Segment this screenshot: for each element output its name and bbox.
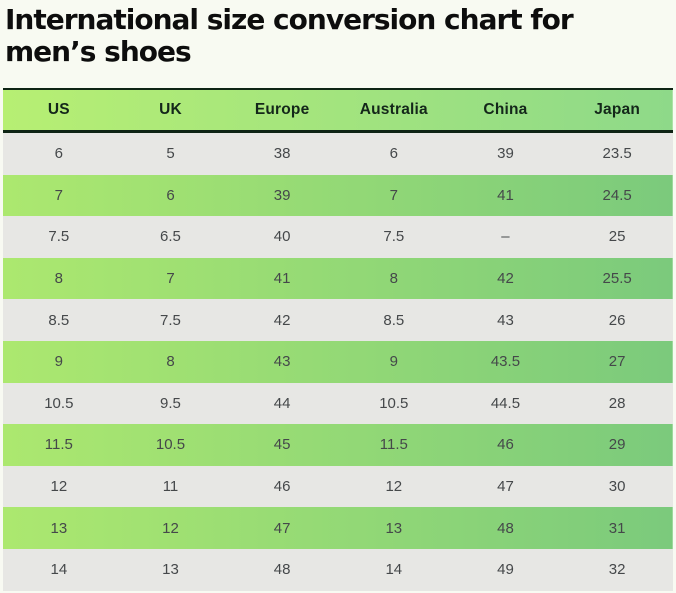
- table-cell: 7: [54, 186, 63, 204]
- page-title: International size conversion chart for …: [5, 4, 676, 68]
- table-cell: 42: [497, 270, 514, 288]
- table-cell: 38: [273, 145, 291, 163]
- table-cell: 26: [608, 311, 626, 329]
- table-cell: 31: [608, 519, 626, 537]
- table-cell: 12: [50, 478, 68, 496]
- table-cell: 43.5: [490, 353, 521, 371]
- table-cell: 6: [54, 145, 63, 163]
- table-cell: 48: [497, 519, 514, 537]
- table-row: 8.5 7.5 42 8.5 43 26: [3, 299, 673, 341]
- table-cell: 7.5: [383, 228, 405, 246]
- table-cell: 7.5: [160, 311, 181, 329]
- page-title-line1: International size conversion chart for: [5, 3, 574, 36]
- table-header: US UK Europe Australia China Japan: [3, 88, 673, 133]
- table-cell: 42: [273, 311, 291, 329]
- table-cell: 11.5: [44, 436, 73, 454]
- table-cell: 8: [54, 270, 63, 288]
- table-row: 8 7 41 8 42 25.5: [3, 257, 673, 300]
- table-cell: 8: [166, 353, 175, 371]
- table-cell: 49: [497, 561, 514, 579]
- table-cell: 12: [385, 478, 403, 496]
- table-cell: 7: [389, 186, 398, 204]
- table-row: 14 13 48 14 49 32: [3, 548, 673, 591]
- table-row: 12 11 46 12 47 30: [3, 465, 673, 508]
- table-cell: 7.5: [48, 228, 70, 246]
- column-header-uk: UK: [114, 88, 227, 133]
- table-cell: 39: [497, 145, 514, 163]
- table-cell: 10.5: [44, 394, 74, 412]
- table-cell: 25: [608, 228, 626, 246]
- table-cell: 27: [608, 353, 626, 371]
- table-cell: 5: [166, 145, 175, 163]
- table-row: 11.5 10.5 45 11.5 46 29: [3, 424, 673, 466]
- table-cell: 25.5: [602, 270, 632, 288]
- conversion-table: US UK Europe Australia China Japan 6 5 38 6 39 23.…: [3, 88, 673, 591]
- table-cell: 40: [273, 228, 291, 246]
- table-cell: 10.5: [379, 394, 409, 412]
- table-cell: 6: [166, 186, 175, 204]
- page-title-line2: men’s shoes: [5, 35, 192, 68]
- column-header-us: US: [3, 88, 115, 133]
- table-cell: 8.5: [48, 311, 70, 329]
- table-cell: 8.5: [383, 311, 405, 329]
- table-cell: 47: [273, 519, 291, 537]
- table-cell: 41: [273, 270, 291, 288]
- table-cell: 41: [497, 186, 514, 204]
- table-row: 7 6 39 7 41 24.5: [3, 174, 673, 217]
- column-header-china: China: [449, 88, 562, 133]
- table-cell: 23.5: [602, 145, 632, 163]
- table-cell: 11.5: [379, 436, 408, 454]
- table-cell: 43: [497, 311, 514, 329]
- table-cell: 46: [273, 478, 291, 496]
- table-cell: 32: [608, 561, 626, 579]
- table-cell: 10.5: [155, 436, 186, 454]
- table-cell: 39: [273, 186, 291, 204]
- table-cell: 47: [497, 478, 514, 496]
- page: International size conversion chart for …: [0, 4, 676, 593]
- table-cell: 13: [162, 561, 179, 579]
- table-cell: 44: [273, 394, 291, 412]
- table-header-row: US UK Europe Australia China Japan: [3, 88, 673, 133]
- table-cell: 14: [385, 561, 403, 579]
- table-cell: 9.5: [160, 394, 181, 412]
- table-cell: 7: [166, 270, 175, 288]
- table-cell: 9: [54, 353, 63, 371]
- table-row: 13 12 47 13 48 31: [3, 507, 673, 549]
- table-cell: 28: [608, 394, 626, 412]
- column-header-japan: Japan: [561, 88, 673, 133]
- column-header-europe: Europe: [226, 88, 338, 133]
- table-cell: 30: [608, 478, 626, 496]
- table-cell: 9: [389, 353, 398, 371]
- table-cell: 6: [389, 145, 398, 163]
- table-cell: 48: [273, 561, 291, 579]
- table-row: 6 5 38 6 39 23.5: [3, 131, 673, 175]
- table-cell: 13: [50, 519, 68, 537]
- table-cell: 13: [385, 519, 403, 537]
- table-row: 9 8 43 9 43.5 27: [3, 340, 673, 383]
- table-row: 7.5 6.5 40 7.5 – 25: [3, 216, 673, 258]
- table-body: 6 5 38 6 39 23.5 7 6 39 7 41 24.5 7.5 6.5 40 7.5 – 25 8 7 41…: [3, 131, 673, 591]
- size-conversion-table: US UK Europe Australia China Japan 6 5 38 6 39 23.…: [3, 88, 673, 591]
- table-cell: 12: [162, 519, 179, 537]
- table-cell: 8: [389, 270, 398, 288]
- column-header-australia: Australia: [337, 88, 450, 133]
- table-cell: 14: [50, 561, 68, 579]
- table-cell: 46: [497, 436, 514, 454]
- table-cell: 11: [162, 478, 179, 496]
- table-cell: 43: [273, 353, 291, 371]
- table-cell: 29: [608, 436, 626, 454]
- table-cell: 6.5: [160, 228, 181, 246]
- table-cell: –: [501, 228, 510, 246]
- table-cell: 45: [273, 436, 291, 454]
- table-cell: 24.5: [602, 186, 632, 204]
- table-row: 10.5 9.5 44 10.5 44.5 28: [3, 382, 673, 425]
- table-cell: 44.5: [490, 394, 521, 412]
